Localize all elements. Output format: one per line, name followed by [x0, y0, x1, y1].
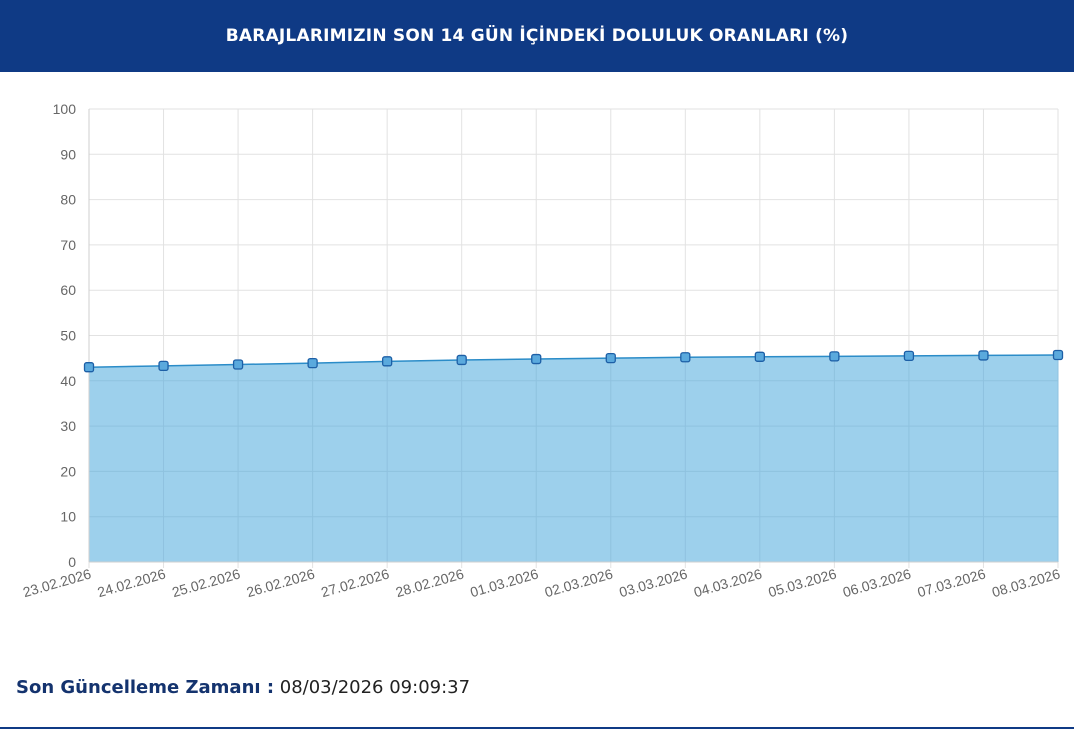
data-point-marker	[680, 352, 691, 363]
series-line	[88, 354, 1059, 368]
last-update-value: 08/03/2026 09:09:37	[279, 677, 471, 698]
data-point-marker	[456, 354, 467, 366]
y-tick-label: 90	[60, 146, 76, 162]
x-tick-label: 04.03.2026	[692, 565, 764, 600]
y-tick-label: 30	[60, 418, 76, 434]
data-point-marker	[232, 359, 244, 370]
y-tick-label: 20	[60, 463, 76, 479]
x-tick-label: 01.03.2026	[468, 565, 540, 600]
data-point-marker	[158, 360, 169, 372]
chart-title: BARAJLARIMIZIN SON 14 GÜN İÇİNDEKİ DOLUL…	[225, 26, 849, 46]
y-tick-label: 80	[60, 192, 76, 208]
data-point-marker	[531, 353, 542, 365]
data-point-marker	[903, 350, 915, 362]
x-tick-label: 23.02.2026	[21, 565, 93, 600]
x-tick-label: 05.03.2026	[766, 565, 838, 600]
y-tick-label: 60	[60, 282, 76, 298]
y-tick-label: 100	[53, 101, 77, 117]
x-tick-label: 08.03.2026	[990, 565, 1062, 600]
y-tick-label: 0	[68, 554, 76, 570]
x-tick-label: 27.02.2026	[319, 565, 391, 600]
x-tick-label: 03.03.2026	[617, 565, 689, 600]
area-fill	[89, 354, 1058, 562]
x-tick-label: 24.02.2026	[96, 565, 168, 600]
header-bar: BARAJLARIMIZIN SON 14 GÜN İÇİNDEKİ DOLUL…	[0, 0, 1074, 72]
x-tick-label: 07.03.2026	[916, 565, 988, 600]
data-point-marker	[829, 351, 840, 362]
y-tick-label: 10	[60, 509, 76, 525]
data-point-marker	[1052, 349, 1064, 361]
bottom-divider	[0, 727, 1074, 729]
data-point-marker	[605, 352, 616, 364]
x-tick-label: 25.02.2026	[170, 565, 242, 600]
x-tick-label: 26.02.2026	[245, 565, 317, 600]
dam-fill-chart: 0 10 20 30 40 50 60 70 80 90 100 23.02.2026 24.02.20…	[21, 101, 1064, 600]
data-point-marker	[83, 362, 95, 373]
x-tick-label: 28.02.2026	[394, 565, 466, 600]
y-tick-label: 70	[60, 237, 76, 253]
last-update: Son Güncelleme Zamanı : 08/03/2026 09:09…	[16, 677, 470, 698]
data-point-marker	[307, 357, 318, 369]
last-update-label: Son Güncelleme Zamanı :	[16, 677, 275, 698]
data-point-marker	[754, 351, 765, 362]
data-point-marker	[382, 356, 393, 367]
y-tick-label: 50	[60, 328, 76, 344]
y-tick-label: 40	[60, 373, 76, 389]
x-tick-label: 06.03.2026	[841, 565, 913, 600]
x-tick-label: 02.03.2026	[543, 565, 615, 600]
data-point-marker	[978, 350, 989, 361]
